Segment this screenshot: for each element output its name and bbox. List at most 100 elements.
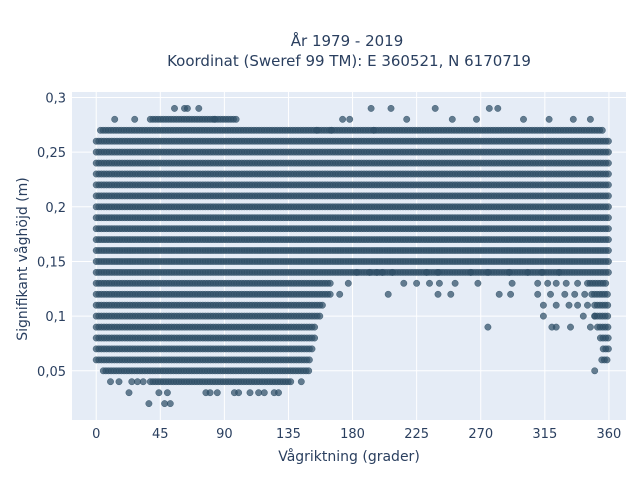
data-point	[161, 400, 169, 408]
data-point	[255, 389, 263, 397]
x-tick-label: 180	[340, 427, 365, 442]
data-point	[431, 104, 439, 112]
data-point	[125, 389, 133, 397]
data-point	[287, 378, 295, 386]
y-tick-label: 0,25	[37, 146, 66, 161]
data-point	[275, 389, 282, 397]
data-point	[195, 104, 203, 112]
data-point	[604, 301, 612, 309]
data-point	[584, 301, 591, 309]
y-tick-label: 0,15	[37, 255, 66, 270]
data-point	[232, 115, 240, 123]
data-point	[115, 378, 123, 386]
data-point	[604, 203, 612, 211]
data-point	[367, 104, 375, 112]
data-point	[145, 400, 153, 408]
data-point	[538, 268, 546, 276]
data-point	[534, 290, 542, 298]
data-point	[574, 301, 582, 309]
data-point	[591, 312, 599, 320]
data-point	[505, 268, 513, 276]
data-point	[604, 247, 612, 254]
data-point	[579, 312, 587, 320]
data-point	[604, 236, 612, 244]
data-point	[344, 279, 352, 287]
data-point	[495, 290, 503, 298]
data-point	[544, 279, 552, 287]
data-point	[434, 268, 442, 276]
data-point	[555, 268, 563, 276]
data-point	[235, 389, 243, 397]
data-point	[311, 323, 319, 331]
data-point	[604, 345, 612, 353]
data-point	[313, 126, 321, 134]
data-point	[591, 367, 599, 375]
data-point	[552, 301, 560, 309]
x-tick-labels: 0 45 90 135 180 225 270 315 360	[92, 427, 621, 442]
data-point	[603, 356, 611, 364]
data-point	[210, 115, 218, 123]
data-point	[308, 345, 316, 353]
data-point	[565, 301, 573, 309]
data-point	[435, 279, 443, 287]
data-point	[326, 279, 334, 287]
data-point	[107, 378, 114, 386]
data-point	[316, 312, 324, 320]
data-point	[246, 389, 254, 397]
data-point	[473, 115, 480, 123]
data-point	[413, 279, 421, 287]
x-tick-label: 225	[404, 427, 429, 442]
data-point	[604, 192, 612, 200]
data-point	[387, 104, 395, 112]
y-tick-label: 0,1	[45, 310, 66, 325]
data-point	[318, 301, 326, 309]
data-point	[520, 115, 527, 123]
data-point	[604, 268, 612, 276]
data-point	[545, 115, 553, 123]
plot-area	[72, 92, 626, 420]
data-point	[604, 170, 612, 178]
data-point	[346, 115, 354, 123]
data-point	[552, 323, 560, 331]
data-point	[604, 334, 612, 342]
x-tick-label: 0	[92, 427, 100, 442]
y-axis-title: Signifikant våghöjd (m)	[14, 177, 31, 340]
data-point	[171, 104, 178, 112]
data-point	[423, 268, 431, 276]
data-point	[366, 268, 374, 276]
data-point	[484, 323, 492, 331]
data-point	[604, 323, 612, 331]
data-point	[370, 126, 378, 134]
data-point	[434, 290, 442, 298]
data-point	[602, 279, 610, 287]
data-points	[92, 104, 612, 408]
data-point	[339, 115, 347, 123]
data-point	[539, 312, 547, 320]
data-point	[474, 279, 482, 287]
data-point	[183, 104, 191, 112]
data-point	[166, 400, 174, 408]
data-point	[604, 137, 612, 145]
chart-title: År 1979 - 2019	[291, 31, 404, 50]
data-point	[388, 268, 396, 276]
data-point	[128, 378, 136, 386]
data-point	[508, 279, 516, 287]
data-point	[603, 290, 611, 298]
data-point	[139, 378, 147, 386]
data-point	[604, 214, 612, 222]
data-point	[567, 323, 574, 331]
data-point	[155, 389, 163, 397]
data-point	[547, 290, 554, 298]
x-axis-title: Vågriktning (grader)	[278, 448, 420, 465]
data-point	[604, 225, 612, 233]
data-point	[311, 334, 319, 342]
data-point	[327, 126, 335, 134]
x-tick-label: 315	[532, 427, 557, 442]
data-point	[297, 378, 305, 386]
data-point	[485, 104, 493, 112]
data-point	[552, 279, 560, 287]
x-tick-label: 45	[152, 427, 169, 442]
data-point	[260, 389, 268, 397]
data-point	[400, 279, 408, 287]
